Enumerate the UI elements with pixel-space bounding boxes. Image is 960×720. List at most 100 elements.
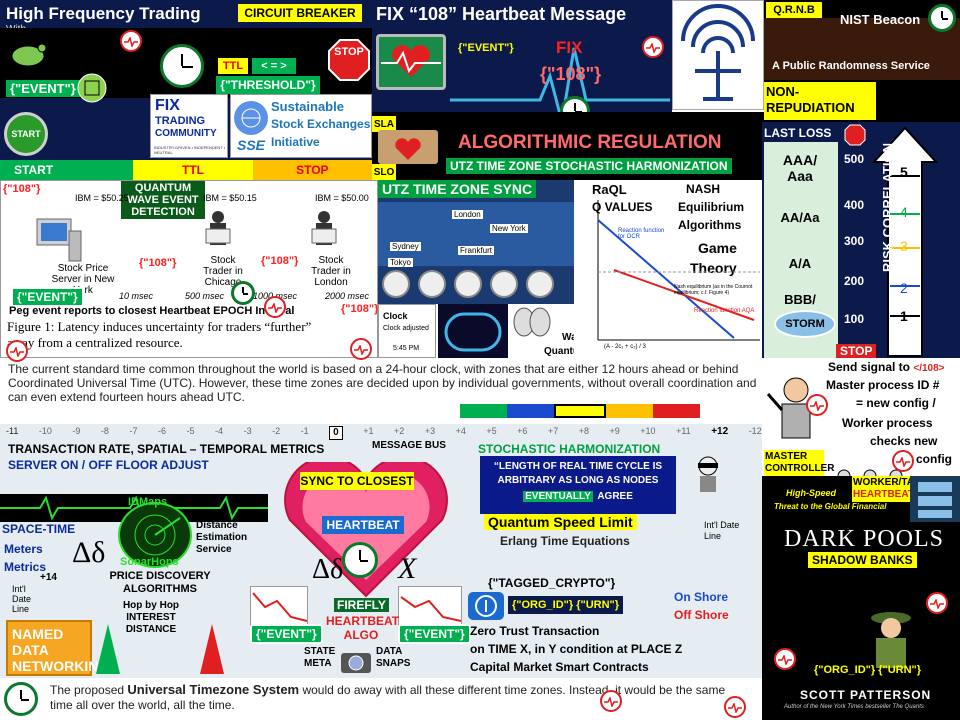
scale-400: 400: [844, 198, 865, 212]
axis-label: (A - 2c₁ + c₂) / 3: [604, 344, 646, 350]
heart-monitor-icon: [376, 34, 446, 90]
heartbeat-badge-icon: [350, 338, 372, 360]
scale-blue: [507, 404, 555, 418]
erlang-label: Erlang Time Equations: [500, 534, 630, 548]
nist-image: [764, 18, 960, 80]
federal-reserve-logo: [672, 0, 764, 110]
heartbeat-badge-icon: [600, 690, 622, 712]
status-bar: START TTL STOP: [0, 160, 372, 180]
regulation-panel: SLA SLO ALGORITHMIC REGULATION UTZ TIME …: [372, 112, 764, 180]
london-icon: [309, 209, 339, 253]
hft-panel: High Frequency Trading With CIRCUIT BREA…: [0, 0, 372, 180]
tz-label: +4: [455, 426, 466, 436]
nist-clock-icon: [928, 4, 956, 32]
data-snaps-label: DATA SNAPS: [376, 646, 411, 669]
chart-down-icon-left: [250, 586, 308, 626]
robot-icon: [76, 72, 108, 104]
waves-quantum-panel: Waves Quantum: [508, 304, 593, 358]
fix-logo-line2: TRADING: [155, 115, 206, 127]
utc-paragraph: The current standard time common through…: [8, 362, 757, 404]
server-on-text: SERVER ON /: [8, 458, 86, 472]
arrows-label: < = >: [252, 58, 296, 74]
city-frankfurt: Frankfurt: [458, 246, 495, 255]
latency-108-c: {"108"}: [261, 255, 299, 267]
fix-heartbeat-panel: FIX “108” Heartbeat Message {"EVENT"} FI…: [372, 0, 672, 130]
delta-symbol: Δδ: [72, 536, 106, 569]
sync-title: UTZ TIME ZONE SYNC: [378, 180, 537, 198]
tz-label: +8: [578, 426, 589, 436]
stop-red-label: STOP: [836, 344, 877, 358]
heartbeat-badge-icon: [6, 340, 28, 362]
chicago-icon: [203, 209, 233, 253]
city-tokyo: Tokyo: [388, 258, 413, 267]
sse-line1: Sustainable: [271, 99, 344, 114]
start-button[interactable]: START: [4, 112, 48, 156]
latency-t2: 500 msec: [185, 291, 225, 301]
dark-pools-panel: DARK POOLS SHADOW BANKS {"ORG_ID"} {"URN…: [762, 522, 960, 720]
heartbeat-algo-label: HEARTBEAT ALGO: [326, 614, 400, 642]
clock-icon: [160, 44, 204, 88]
regulation-title: ALGORITHMIC REGULATION: [458, 132, 722, 153]
sse-logo: SSE Sustainable Stock Exchanges Initiati…: [230, 94, 372, 158]
metrics-label: Metrics: [4, 560, 47, 574]
bar-ttl: TTL: [133, 160, 253, 180]
un-emblem-icon: [234, 101, 268, 135]
footer-bold: Universal Timezone System: [127, 682, 300, 697]
clock-widget-status: Clock adjusted: [383, 325, 429, 332]
ocr-label: Reaction function for OCR: [618, 228, 665, 240]
intl-date-line-left: Int'l Date Line: [12, 584, 32, 614]
chicago-label: Stock Trader in Chicago: [203, 255, 243, 288]
city-sydney: Sydney: [390, 242, 421, 251]
level-1: 1: [900, 308, 908, 324]
heartbeat-badge-icon: [724, 696, 746, 718]
tz-label: 0: [329, 426, 343, 440]
quantum-speed-label: Quantum Speed Limit: [484, 514, 637, 530]
state-meta-label: STATE META: [304, 646, 336, 669]
zero-trust-2: on TIME X, in Y condition at PLACE Z: [470, 642, 683, 656]
server-icon: [33, 215, 83, 265]
scale-200: 200: [844, 274, 865, 288]
named-data-panel: NAMED DATA NETWORKING: [6, 620, 109, 676]
game-label: Game: [698, 240, 737, 256]
stop-sign-icon: [328, 30, 370, 90]
heartbeat-badge-icon: [120, 30, 142, 52]
byline-label: Author of the New York Times bestseller …: [784, 704, 924, 710]
heartbeat-badge-icon: [642, 36, 664, 58]
latency-108-d: {"108"}: [341, 303, 379, 315]
master-eq: = new config /: [856, 396, 936, 410]
distance-label: Distance Estimation Service: [196, 520, 248, 555]
risk-correlation-label: RISK CORRELATION: [880, 142, 895, 272]
rating-a: A/A: [788, 256, 812, 271]
nist-subtitle: A Public Randomness Service: [772, 60, 930, 72]
last-loss-label: LAST LOSS: [764, 126, 832, 140]
level-2: 2: [900, 280, 908, 296]
heartbeat-badge-icon: [264, 296, 286, 318]
cone-red-icon: [200, 624, 224, 674]
detective-icon: [866, 608, 916, 668]
storm-label: STORM: [774, 310, 836, 338]
master-checks: checks new: [870, 434, 938, 448]
heart-event-left: {"EVENT"}: [250, 624, 323, 644]
ibm-price-2: IBM = $50.15: [203, 193, 257, 203]
slo-label: SLO: [372, 164, 396, 180]
zero-trust-3: Capital Market Smart Contracts: [470, 660, 649, 674]
tz-label: -5: [186, 426, 195, 436]
latency-108-b: {"108"}: [139, 257, 177, 269]
latency-clock-icon: [231, 281, 255, 305]
stop-sign-small-icon: [844, 124, 866, 146]
world-clock-icon: [454, 270, 482, 298]
firefly-label: FIREFLY: [334, 598, 389, 612]
space-time-label: SPACE-TIME: [2, 522, 76, 536]
threat-line2: Threat to the Global Financial: [774, 502, 887, 511]
timezone-axis: -11 -10 -9 -8 -7 -6 -5 -4 -3 -2 -1 0 +1 …: [6, 426, 762, 440]
sse-line3: Initiative: [271, 135, 320, 149]
tz-label: -2: [272, 426, 281, 436]
utz-harmonization-label: UTZ TIME ZONE STOCHASTIC HARMONIZATION: [446, 158, 732, 174]
scale-orange: [605, 404, 653, 418]
world-clock-icon: [382, 270, 410, 298]
fix-label: FIX: [556, 38, 583, 57]
tz-label: -7: [129, 426, 138, 436]
fix-logo-line3: COMMUNITY: [155, 128, 217, 139]
hft-event-label: {"EVENT"}: [6, 80, 80, 97]
stochastic-box: “LENGTH OF REAL TIME CYCLE IS ARBITRARY …: [480, 456, 676, 514]
